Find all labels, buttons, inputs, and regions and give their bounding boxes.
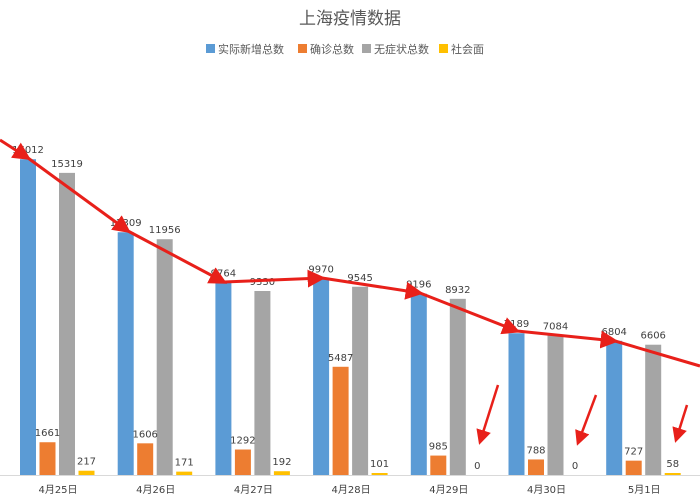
bar-s1-3	[215, 282, 232, 475]
bar-s4-7	[664, 473, 681, 475]
legend-label-4: 社会面	[451, 42, 484, 56]
bar-s1-1	[20, 159, 36, 476]
pointer-arrow-3	[672, 404, 689, 443]
data-label-s3-5: 8932	[445, 285, 470, 296]
bar-s2-2	[137, 443, 154, 475]
bar-s2-5	[430, 455, 447, 475]
data-label-s4-5: 0	[474, 461, 480, 472]
trend-arrow-4	[223, 269, 326, 288]
bar-s1-4	[313, 278, 330, 475]
legend-label-2: 确诊总数	[310, 42, 354, 56]
data-label-s2-6: 788	[526, 445, 545, 456]
data-label-s1-4: 9970	[308, 264, 333, 275]
data-label-s4-4: 101	[370, 459, 389, 470]
bar-s3-5	[449, 298, 466, 475]
legend-swatch-4	[439, 44, 448, 53]
trend-arrow-6	[419, 291, 521, 335]
data-label-s3-1: 15319	[51, 159, 83, 170]
x-tick-label-6: 4月30日	[527, 484, 566, 496]
trend-arrow-3	[127, 229, 228, 284]
data-label-s2-4: 5487	[328, 353, 353, 364]
data-label-s2-2: 1606	[132, 429, 157, 440]
bar-s2-1	[39, 442, 56, 475]
bar-s2-7	[625, 460, 642, 475]
bar-s3-4	[352, 286, 369, 475]
legend-label-3: 无症状总数	[374, 42, 429, 56]
data-label-s3-4: 9545	[347, 273, 372, 284]
data-label-s3-3: 9330	[250, 277, 275, 288]
bars-layer	[20, 159, 681, 476]
data-label-s4-3: 192	[272, 457, 291, 468]
x-axis-ticks: 4月25日 4月26日 4月27日 4月28日 4月29日 4月30日 5月1日	[0, 475, 700, 496]
bar-s1-5	[410, 293, 427, 475]
pointer-arrow-1	[476, 384, 500, 445]
legend: 实际新增总数 确诊总数 无症状总数 社会面	[206, 42, 484, 56]
data-label-s3-7: 6606	[640, 331, 665, 342]
bar-s3-2	[156, 239, 173, 475]
annotations-layer	[0, 138, 700, 446]
legend-swatch-2	[298, 44, 307, 53]
bar-s3-1	[59, 172, 75, 475]
bar-s4-1	[78, 470, 95, 475]
pointer-arrow-2	[575, 394, 598, 446]
bar-s3-7	[645, 344, 662, 475]
trend-arrow-7	[516, 329, 619, 349]
data-label-s4-1: 217	[77, 457, 96, 468]
data-label-s3-6: 7084	[543, 321, 568, 332]
data-label-s3-2: 11956	[149, 225, 181, 236]
x-tick-label-5: 4月29日	[429, 484, 468, 496]
x-tick-label-7: 5月1日	[628, 484, 661, 496]
data-label-s2-7: 727	[624, 447, 643, 458]
bar-s4-3	[273, 471, 290, 475]
data-label-s2-3: 1292	[230, 436, 255, 447]
chart-title: 上海疫情数据	[299, 9, 401, 29]
trend-arrow-2	[27, 156, 131, 234]
x-tick-label-4: 4月28日	[332, 484, 371, 496]
x-tick-label-3: 4月27日	[234, 484, 273, 496]
trend-arrow-5	[321, 276, 424, 300]
data-label-s4-6: 0	[572, 461, 578, 472]
trend-arrow-1	[0, 138, 32, 160]
bar-s2-4	[332, 366, 349, 475]
data-label-s4-2: 171	[175, 458, 194, 469]
x-tick-label-2: 4月26日	[136, 484, 175, 496]
bar-s4-2	[176, 471, 193, 475]
bar-s3-6	[547, 335, 564, 475]
bar-s1-6	[508, 333, 525, 475]
bar-s1-7	[606, 340, 623, 475]
data-label-s1-7: 6804	[601, 327, 626, 338]
trend-arrow-8	[614, 339, 700, 368]
data-label-s1-5: 9196	[406, 280, 431, 291]
bar-s2-3	[234, 449, 251, 475]
legend-swatch-1	[206, 44, 215, 53]
data-label-s2-1: 1661	[35, 428, 60, 439]
data-label-s4-7: 58	[666, 459, 679, 470]
x-tick-label-1: 4月25日	[38, 484, 77, 496]
bar-s1-2	[117, 232, 134, 475]
legend-swatch-3	[362, 44, 371, 53]
data-label-s2-5: 985	[429, 442, 448, 453]
legend-label-1: 实际新增总数	[218, 42, 284, 56]
bar-s2-6	[528, 459, 544, 475]
bar-s4-4	[371, 473, 388, 475]
bar-s3-3	[254, 290, 271, 475]
